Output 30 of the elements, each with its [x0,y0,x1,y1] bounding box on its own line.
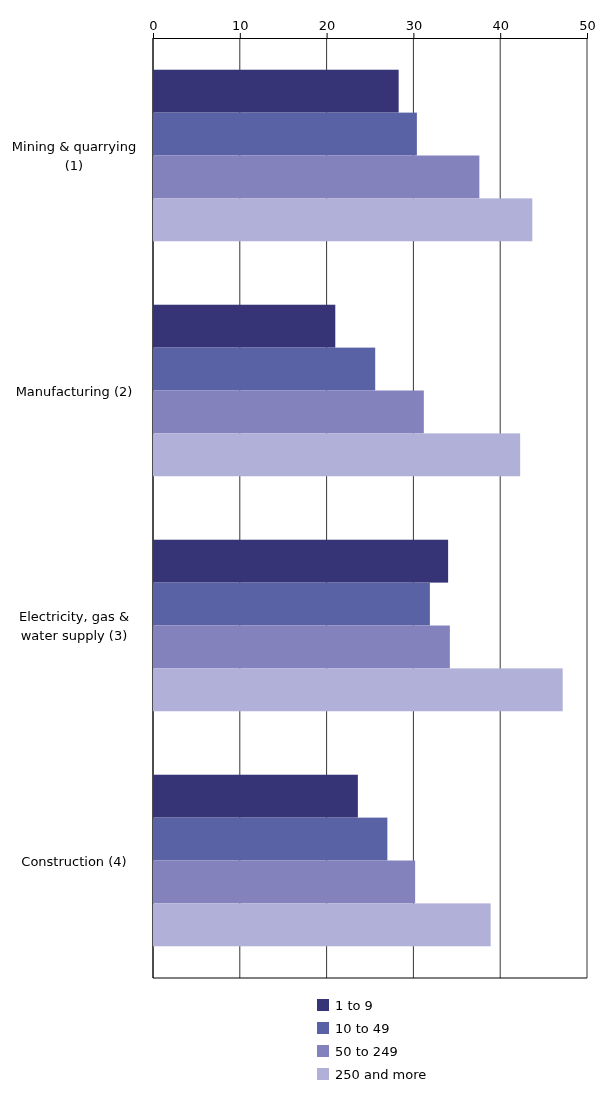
bar [153,433,521,477]
bar [153,390,424,434]
legend-label: 10 to 49 [335,1021,390,1036]
x-tick-label: 30 [405,18,423,33]
x-tick-label: 0 [149,18,158,33]
legend-label: 50 to 249 [335,1044,398,1059]
y-tick-label: Manufacturing (2) [15,383,133,399]
y-tick-label: Construction (4) [21,853,127,869]
bar [153,69,399,113]
legend-label: 1 to 9 [335,998,373,1013]
x-tick-label: 20 [318,18,336,33]
bar [153,112,417,156]
y-tick-label: Mining & quarrying (1) [11,139,137,173]
x-tick-label: 50 [579,18,596,33]
bar [153,155,480,199]
legend-label: 250 and more [335,1067,427,1082]
bar [153,817,388,861]
bar [153,582,430,626]
bar [153,668,563,712]
x-tick-label: 40 [492,18,509,33]
bar [153,304,336,348]
bar [153,774,358,818]
x-tick-label: 10 [232,18,249,33]
bar [153,198,533,242]
bar [153,539,449,583]
bar [153,625,450,669]
y-tick-label: Electricity, gas & water supply (3) [18,609,130,643]
bar [153,860,416,904]
bar [153,347,376,391]
bar [153,903,491,947]
